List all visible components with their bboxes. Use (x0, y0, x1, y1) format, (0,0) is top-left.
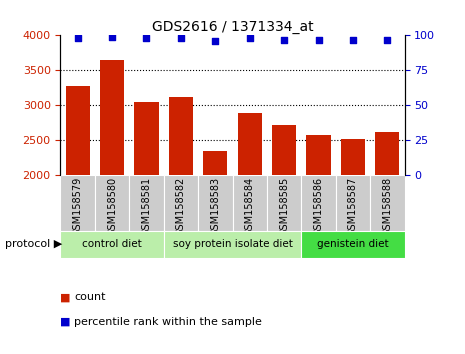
Title: GDS2616 / 1371334_at: GDS2616 / 1371334_at (152, 21, 313, 34)
Bar (66, 86, 90, 175)
Text: GSM158582: GSM158582 (176, 176, 186, 236)
Point (212, 38, 219, 44)
Bar (129, 175, 164, 230)
Point (177, 35, 185, 41)
Bar (169, 97, 193, 175)
Bar (60, 230, 164, 258)
Bar (370, 175, 405, 230)
Text: soy protein isolate diet: soy protein isolate diet (173, 240, 292, 250)
Text: GSM158587: GSM158587 (348, 176, 358, 236)
Point (74, 35, 81, 41)
Bar (198, 175, 232, 230)
Point (280, 37, 288, 42)
Text: genistein diet: genistein diet (317, 240, 389, 250)
Text: GSM158586: GSM158586 (313, 176, 324, 235)
Text: ■: ■ (60, 317, 71, 327)
Bar (301, 230, 405, 258)
Bar (100, 60, 124, 175)
Point (246, 35, 253, 41)
Text: protocol ▶: protocol ▶ (5, 240, 62, 250)
Text: GSM158584: GSM158584 (245, 176, 255, 235)
Bar (238, 113, 262, 175)
Bar (341, 139, 365, 175)
Text: GSM158580: GSM158580 (107, 176, 117, 235)
Point (108, 34, 116, 40)
Text: GSM158579: GSM158579 (73, 176, 83, 236)
Text: GSM158583: GSM158583 (210, 176, 220, 235)
Bar (272, 125, 296, 175)
Point (315, 37, 322, 42)
Text: ■: ■ (60, 292, 71, 302)
Text: GSM158588: GSM158588 (382, 176, 392, 235)
Text: GSM158585: GSM158585 (279, 176, 289, 236)
Bar (164, 175, 198, 230)
Text: control diet: control diet (82, 240, 142, 250)
Point (143, 35, 150, 41)
Bar (336, 175, 370, 230)
Bar (164, 230, 301, 258)
Bar (267, 175, 301, 230)
Point (349, 37, 357, 42)
Bar (203, 151, 227, 175)
Bar (306, 135, 331, 175)
Point (384, 37, 391, 42)
Bar (375, 132, 399, 175)
Bar (301, 175, 336, 230)
Text: GSM158581: GSM158581 (141, 176, 152, 235)
Text: percentile rank within the sample: percentile rank within the sample (74, 317, 262, 327)
Bar (95, 175, 129, 230)
Bar (134, 102, 159, 175)
Text: count: count (74, 292, 106, 302)
Bar (60, 175, 95, 230)
Bar (232, 175, 267, 230)
